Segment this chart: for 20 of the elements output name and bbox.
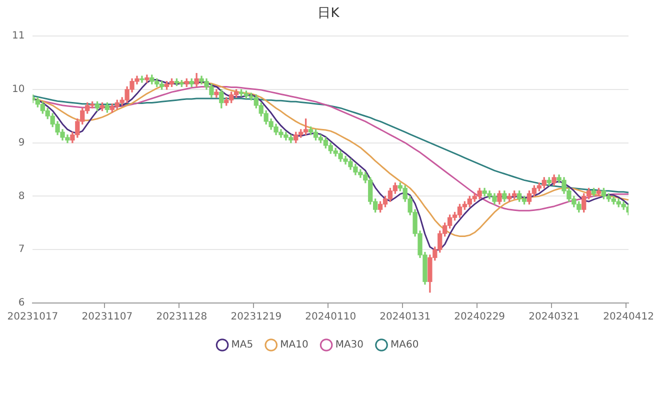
x-tick-label: 20231017 — [7, 312, 58, 323]
legend-label: MA10 — [280, 340, 308, 351]
x-tick-label: 20240321 — [528, 312, 580, 323]
x-tick-label: 20240412 — [603, 312, 654, 323]
x-tick-label: 20231107 — [82, 312, 133, 323]
x-tick-label: 20240110 — [305, 312, 356, 323]
y-tick-label: 11 — [12, 30, 25, 42]
chart-title: 日K — [316, 5, 340, 22]
x-tick-label: 20240229 — [454, 312, 506, 323]
y-tick-label: 9 — [18, 137, 25, 148]
legend-label: MA5 — [231, 340, 254, 351]
legend-label: MA30 — [335, 340, 364, 351]
y-tick-label: 7 — [18, 244, 25, 256]
legend-label: MA60 — [390, 340, 419, 351]
x-tick-label: 20240131 — [380, 312, 431, 323]
x-tick-label: 20231219 — [230, 312, 282, 323]
y-tick-label: 6 — [18, 298, 25, 309]
y-tick-label: 10 — [12, 84, 25, 95]
y-tick-label: 8 — [18, 190, 25, 202]
x-tick-label: 20231128 — [156, 312, 208, 323]
